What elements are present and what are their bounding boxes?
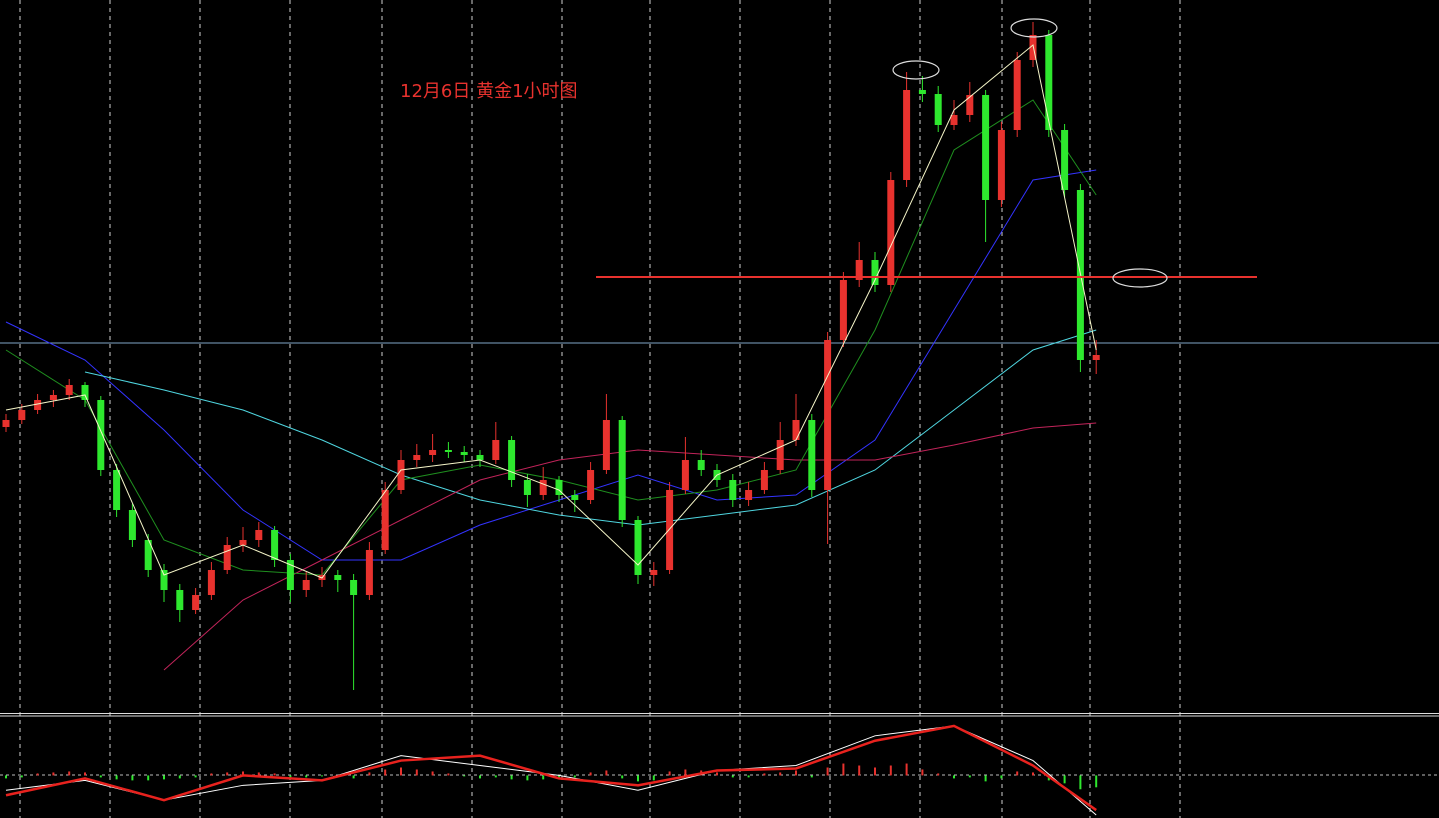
chart-title: 12月6日 黄金1小时图	[400, 81, 578, 102]
candle-body	[81, 385, 89, 400]
candle-body	[729, 480, 737, 500]
candle-body	[587, 470, 595, 500]
candle-body	[871, 260, 879, 285]
candle-body	[666, 490, 674, 570]
candle-body	[966, 95, 974, 115]
candle-body	[239, 540, 247, 545]
candle-body	[144, 540, 152, 570]
candle-body	[997, 130, 1005, 200]
candle-body	[207, 570, 215, 595]
candle-body	[1045, 35, 1053, 130]
candle-body	[223, 545, 231, 570]
annotation-ellipse	[1010, 18, 1058, 38]
macd-line	[5, 725, 1097, 816]
candle-body	[365, 550, 373, 595]
candle-body	[444, 450, 452, 452]
candle-body	[1013, 60, 1021, 130]
signal-line	[5, 724, 1097, 812]
candle-body	[555, 480, 563, 495]
candle-body	[523, 480, 531, 495]
candle-body	[650, 570, 658, 575]
candle-body	[429, 450, 437, 455]
plot	[0, 22, 1439, 816]
candle-body	[2, 420, 10, 427]
moving-average	[5, 44, 1097, 579]
candle-body	[887, 180, 895, 285]
candle-body	[160, 570, 168, 590]
candle-body	[1061, 130, 1069, 190]
candle-body	[918, 90, 926, 94]
candle-body	[681, 460, 689, 490]
candle-body	[618, 420, 626, 520]
candle-body	[49, 395, 57, 400]
candle-body	[634, 520, 642, 575]
candle-body	[1029, 35, 1037, 60]
candle-body	[128, 510, 136, 540]
candle-body	[839, 280, 847, 340]
candle-body	[950, 115, 958, 125]
candle-body	[302, 580, 310, 590]
candle-body	[286, 560, 294, 590]
candle-body	[113, 470, 121, 510]
candle-body	[539, 480, 547, 495]
candle-body	[334, 575, 342, 580]
candle-body	[792, 420, 800, 440]
candle-body	[460, 452, 468, 455]
candle-body	[571, 495, 579, 500]
candle-body	[271, 530, 279, 560]
candle-body	[18, 410, 26, 420]
candle-body	[192, 595, 200, 610]
candle-body	[855, 260, 863, 280]
moving-average	[84, 329, 1097, 526]
candle-body	[381, 490, 389, 550]
candle-body	[1092, 355, 1100, 360]
candle-body	[350, 580, 358, 595]
candle-body	[824, 340, 832, 490]
candle-body	[476, 455, 484, 460]
candle-body	[176, 590, 184, 610]
annotation-ellipse	[1112, 268, 1168, 288]
candle-body	[808, 420, 816, 490]
candle-body	[397, 460, 405, 490]
candle-body	[602, 420, 610, 470]
candle-body	[508, 440, 516, 480]
candle-body	[903, 90, 911, 180]
annotation-ellipse	[892, 60, 940, 80]
candle-body	[34, 400, 42, 410]
candle-body	[492, 440, 500, 460]
candle-body	[65, 385, 73, 395]
candle-body	[776, 440, 784, 470]
candle-body	[697, 460, 705, 470]
candle-body	[934, 94, 942, 125]
candle-body	[97, 400, 105, 470]
moving-average	[163, 422, 1097, 671]
candle-body	[760, 470, 768, 490]
candle-body	[413, 455, 421, 460]
candle-body	[745, 490, 753, 500]
candle-body	[255, 530, 263, 540]
candle-body	[982, 95, 990, 200]
